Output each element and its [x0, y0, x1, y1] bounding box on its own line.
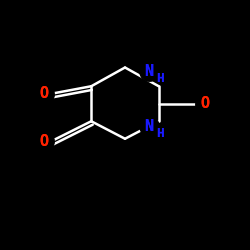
Text: H: H [156, 127, 164, 140]
Text: O: O [39, 86, 48, 101]
Text: O: O [39, 86, 48, 101]
Text: H: H [156, 127, 164, 140]
Text: H: H [156, 72, 164, 85]
Text: H: H [156, 72, 164, 85]
Text: O: O [200, 96, 209, 111]
Text: O: O [200, 96, 209, 111]
Text: N: N [144, 64, 153, 79]
Text: N: N [144, 119, 153, 134]
Text: O: O [39, 134, 48, 149]
Text: O: O [39, 134, 48, 149]
Text: N: N [144, 119, 153, 134]
Text: N: N [144, 64, 153, 79]
